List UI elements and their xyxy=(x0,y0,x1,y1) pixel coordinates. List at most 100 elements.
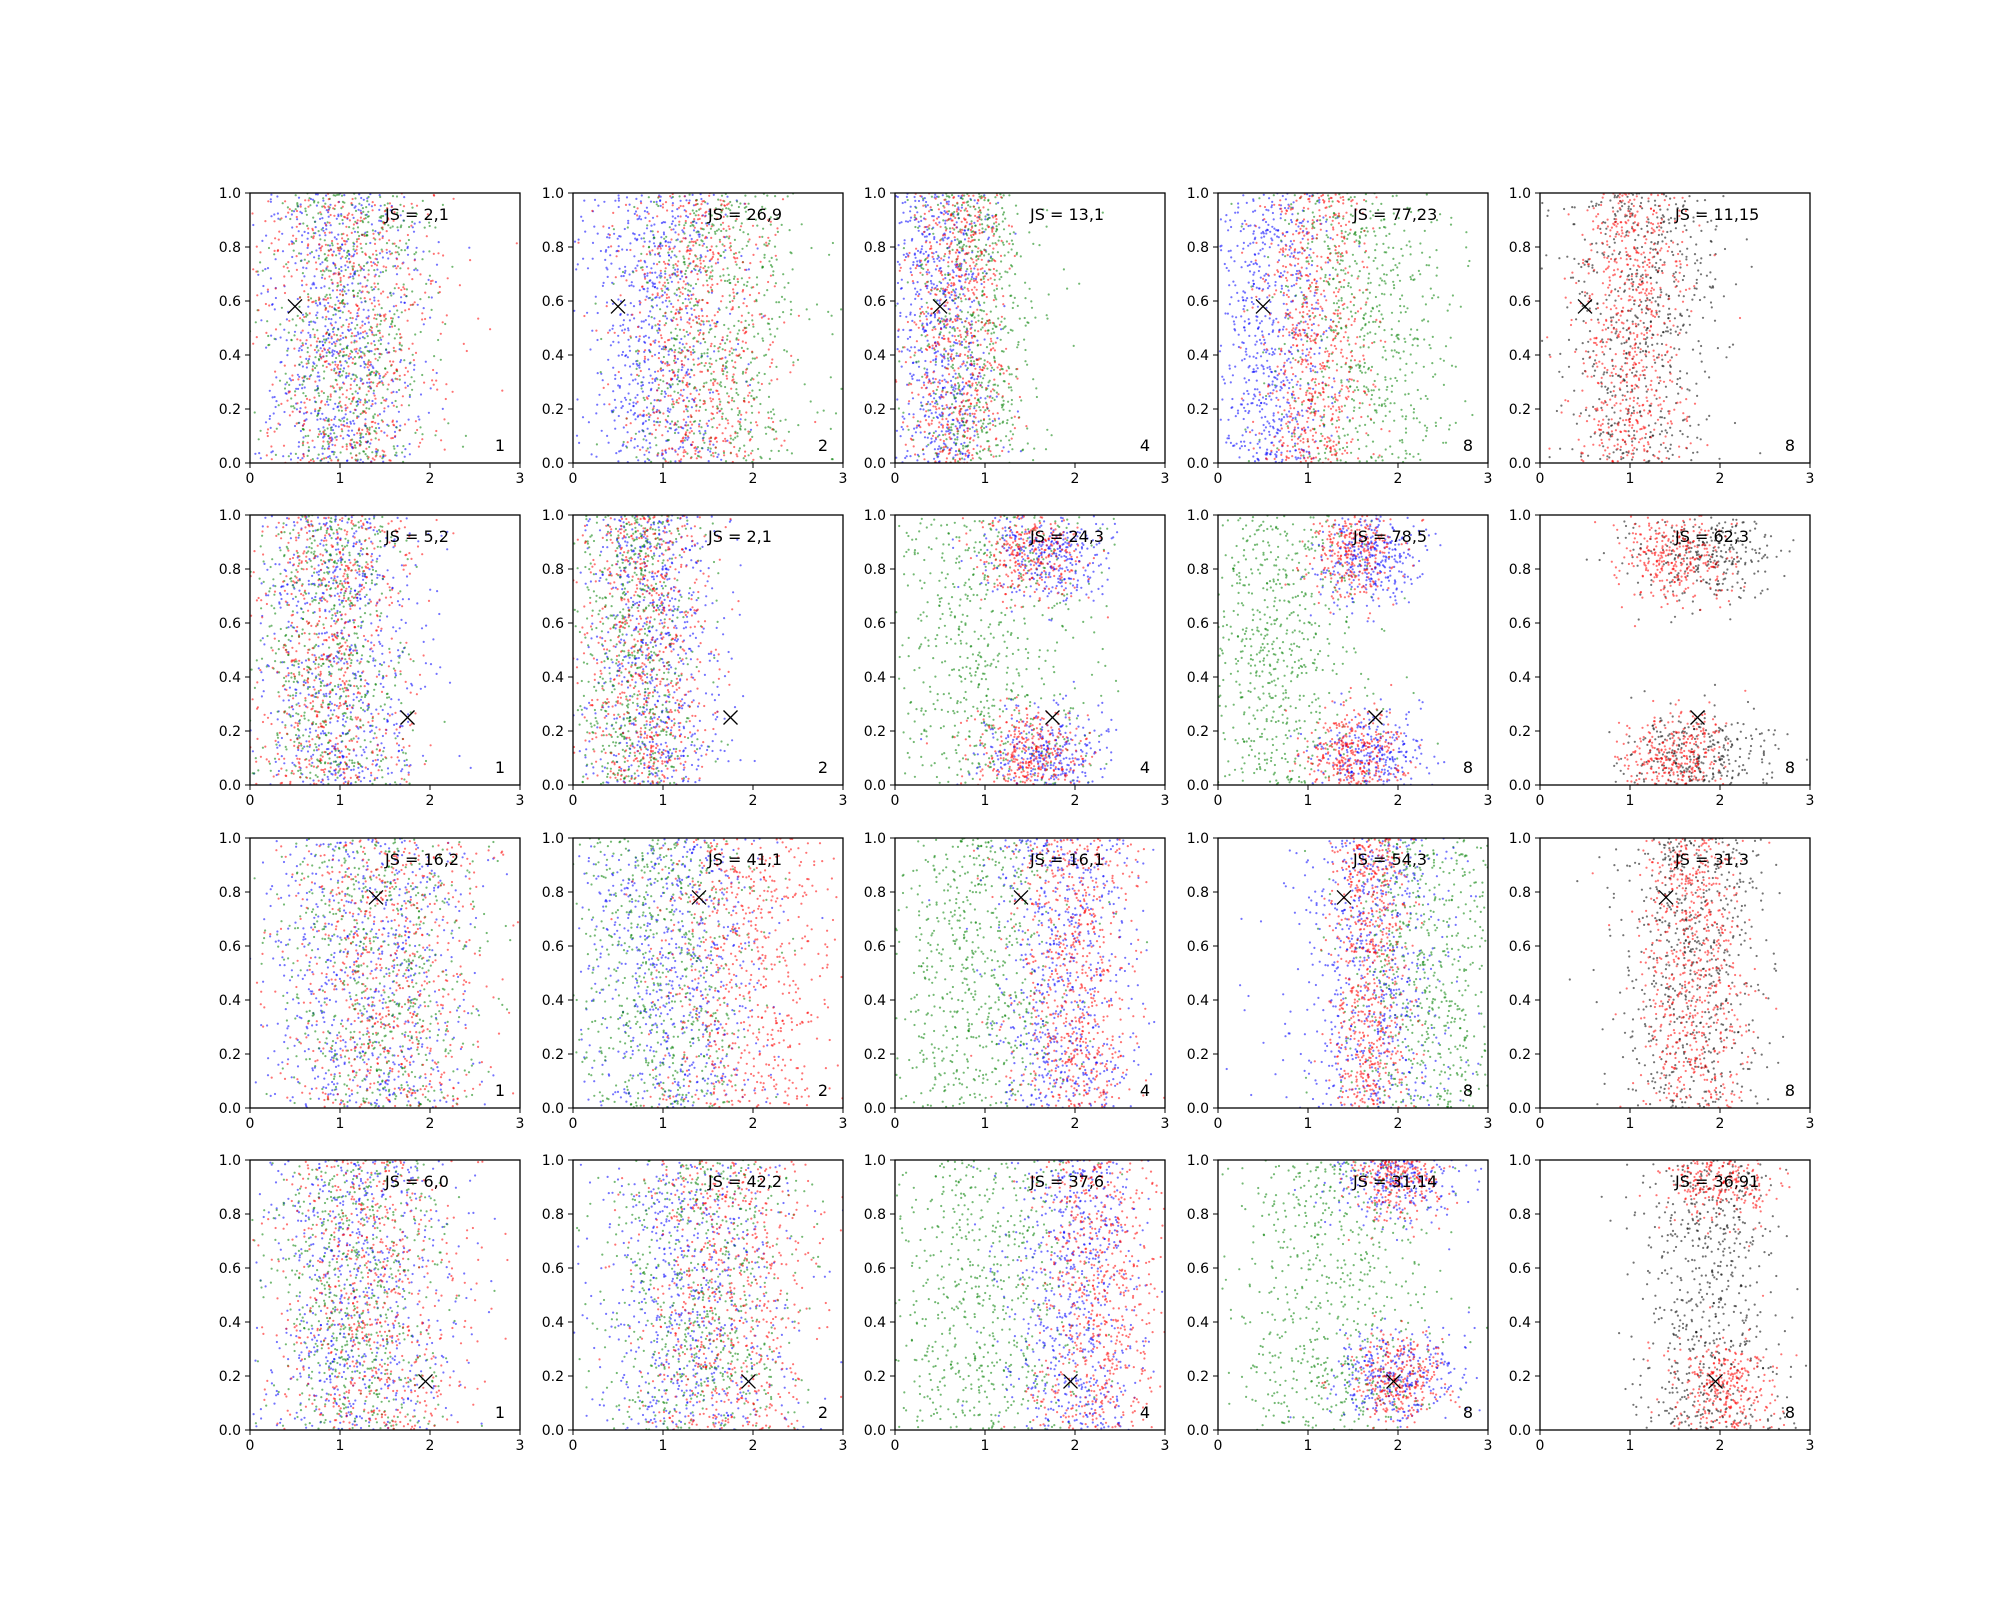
data-point xyxy=(976,444,979,447)
data-point xyxy=(307,362,310,365)
data-point xyxy=(782,311,785,314)
data-point xyxy=(276,212,279,215)
data-point xyxy=(400,301,403,304)
data-point xyxy=(981,223,984,226)
data-point xyxy=(970,220,973,223)
data-point xyxy=(332,407,335,410)
data-point xyxy=(937,254,940,257)
data-point xyxy=(368,381,371,384)
data-point xyxy=(749,421,753,424)
data-point xyxy=(639,301,642,304)
subplot-r0-c1: 0 1 2 30.00.20.40.60.81.0JS = 26,92 xyxy=(542,186,848,487)
data-point xyxy=(686,410,689,413)
data-point xyxy=(767,348,770,351)
data-point xyxy=(359,209,362,212)
data-point xyxy=(332,207,335,210)
data-point xyxy=(743,297,746,300)
data-point xyxy=(334,266,337,269)
data-point xyxy=(918,315,922,318)
data-point xyxy=(338,222,341,225)
data-point xyxy=(324,318,327,321)
data-point xyxy=(656,378,659,381)
data-point xyxy=(694,240,697,243)
data-point xyxy=(694,214,697,217)
data-point xyxy=(340,428,343,431)
data-point xyxy=(699,405,702,409)
data-point xyxy=(718,383,721,386)
data-point xyxy=(963,458,966,461)
data-point xyxy=(662,231,666,234)
data-point xyxy=(341,237,344,240)
data-point xyxy=(347,289,350,292)
data-point xyxy=(702,439,705,442)
data-point xyxy=(682,418,685,421)
data-point xyxy=(831,333,834,336)
data-point xyxy=(641,390,644,393)
data-point xyxy=(333,369,336,372)
data-point xyxy=(254,321,257,324)
data-point xyxy=(712,193,715,196)
data-point xyxy=(899,314,902,318)
data-point xyxy=(340,406,343,409)
data-point xyxy=(310,412,313,415)
data-point xyxy=(422,307,425,310)
data-point xyxy=(355,248,358,251)
data-point xyxy=(427,278,430,281)
data-point xyxy=(911,361,915,365)
data-point xyxy=(414,431,417,434)
data-point xyxy=(664,448,667,451)
data-point xyxy=(740,277,744,280)
data-point xyxy=(646,287,649,290)
data-point xyxy=(337,299,340,302)
data-point xyxy=(306,411,309,414)
data-point xyxy=(729,434,732,437)
data-point xyxy=(686,381,689,384)
data-point xyxy=(419,426,422,429)
data-point xyxy=(417,445,420,448)
data-point xyxy=(737,342,740,346)
data-point xyxy=(682,436,685,439)
data-point xyxy=(731,379,734,382)
data-point xyxy=(944,277,947,280)
data-point xyxy=(669,241,672,244)
data-point xyxy=(929,279,933,283)
data-point xyxy=(988,216,991,219)
data-point xyxy=(639,448,642,451)
data-point xyxy=(703,364,706,367)
data-point xyxy=(371,451,374,454)
data-point xyxy=(683,257,686,260)
data-point xyxy=(407,418,410,421)
data-point xyxy=(660,347,664,351)
data-point xyxy=(367,195,370,199)
data-point xyxy=(980,282,983,286)
data-point xyxy=(959,309,962,312)
data-point xyxy=(347,212,350,215)
data-point xyxy=(982,377,985,380)
data-point xyxy=(358,289,361,292)
data-point xyxy=(411,278,414,281)
data-point xyxy=(952,344,955,347)
data-point xyxy=(339,293,342,296)
data-point xyxy=(386,296,389,299)
data-point xyxy=(443,448,446,451)
data-point xyxy=(695,210,698,213)
data-point xyxy=(372,288,376,291)
data-point xyxy=(328,351,331,354)
data-point xyxy=(661,434,664,437)
data-point xyxy=(309,297,313,300)
data-point xyxy=(709,440,713,443)
data-point xyxy=(321,316,324,319)
data-point xyxy=(690,353,693,356)
data-point xyxy=(694,420,697,423)
data-point xyxy=(699,432,702,435)
data-point xyxy=(989,422,992,425)
data-point xyxy=(628,402,631,405)
data-point xyxy=(349,356,353,359)
data-point xyxy=(914,297,917,300)
data-point xyxy=(366,342,370,345)
data-point xyxy=(337,328,340,331)
data-point xyxy=(644,460,647,463)
data-point xyxy=(282,444,286,447)
data-point xyxy=(687,298,690,301)
data-point xyxy=(623,328,627,331)
